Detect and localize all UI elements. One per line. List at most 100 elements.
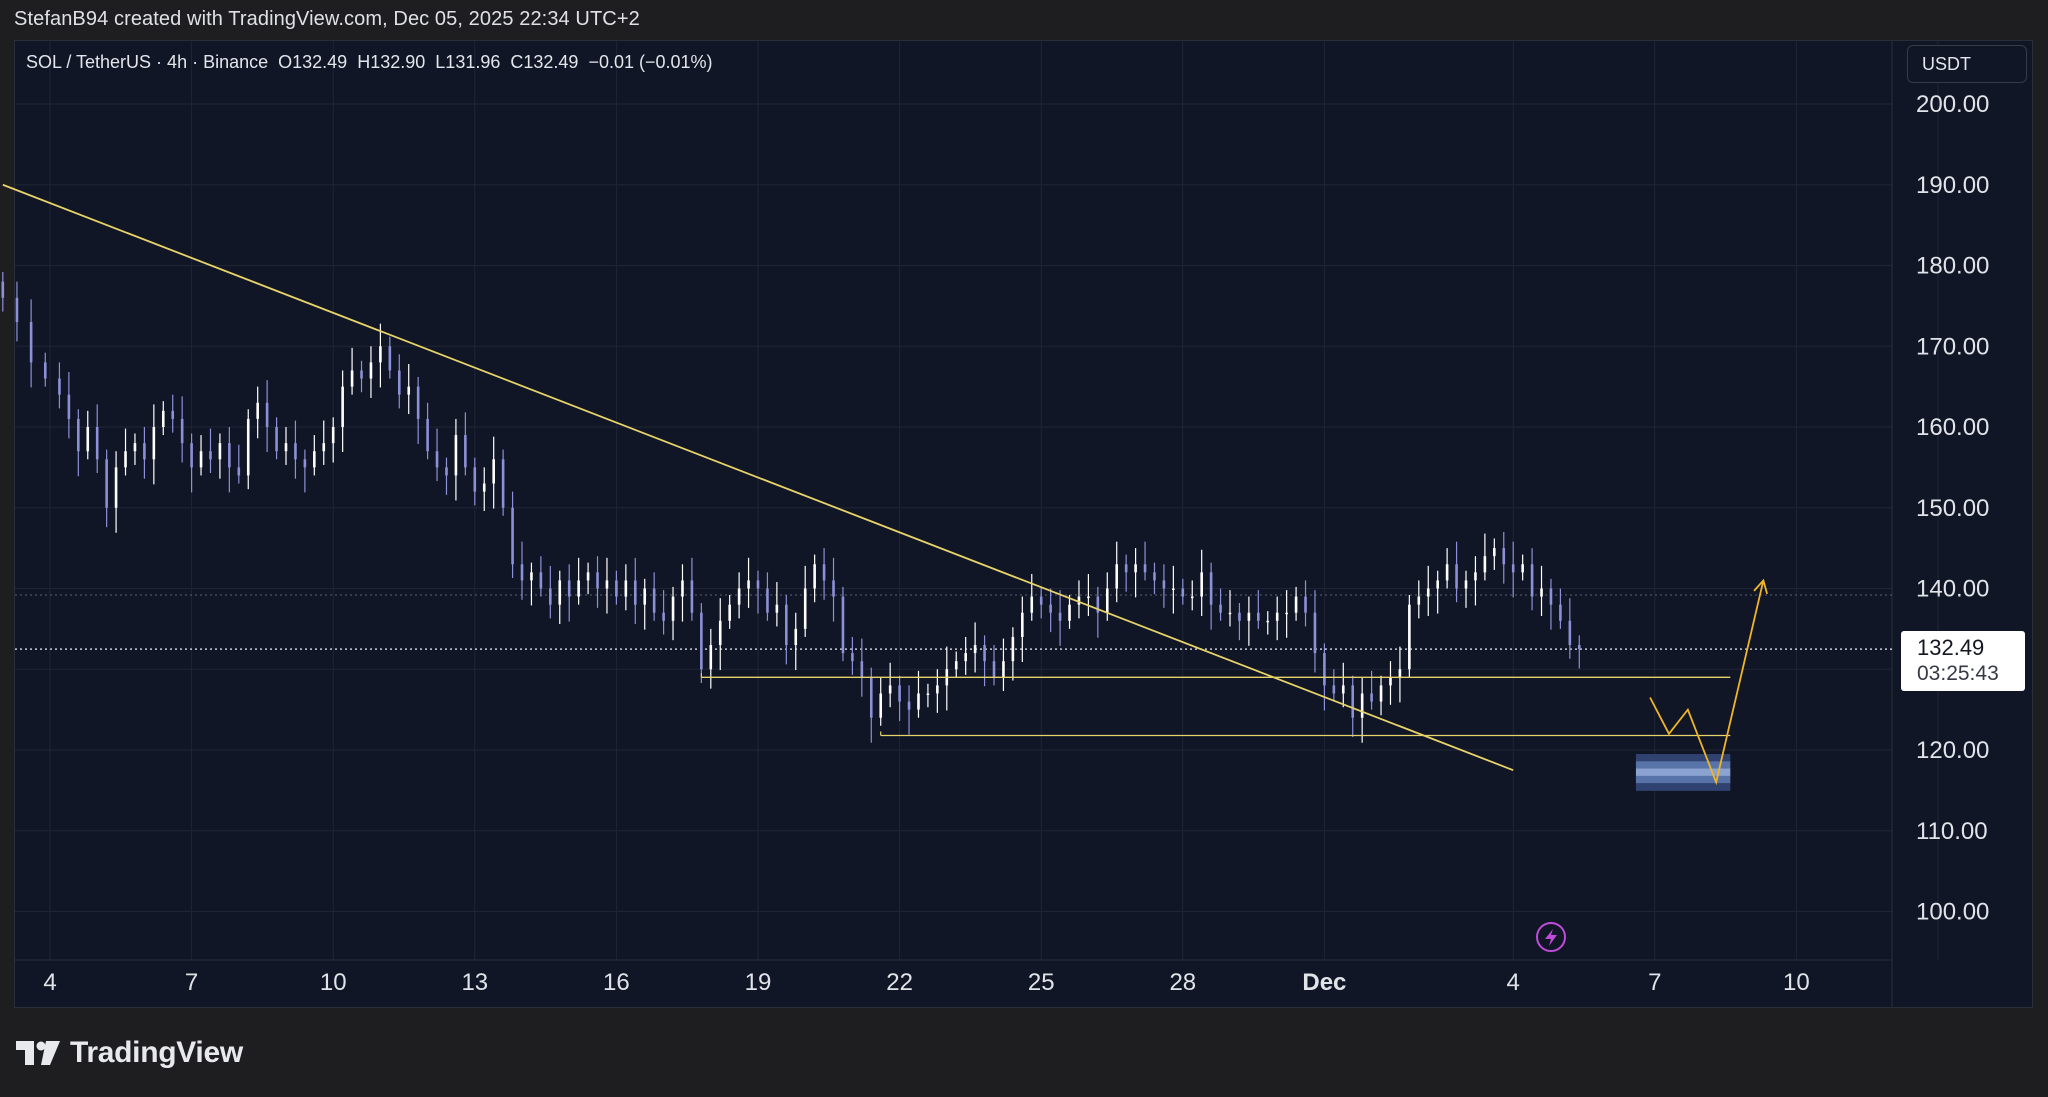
candle-body — [1266, 620, 1270, 623]
candle-body — [1341, 685, 1345, 694]
chart-credit: StefanB94 created with TradingView.com, … — [14, 8, 640, 30]
candle-body — [813, 564, 816, 589]
candle-body — [1408, 604, 1411, 670]
projection-arrow-head — [1753, 578, 1768, 595]
candle-body — [1511, 564, 1515, 573]
candle-body — [747, 580, 750, 589]
candle-body — [1021, 612, 1024, 637]
candle-body — [1228, 612, 1232, 615]
x-tick-label: 25 — [1028, 969, 1055, 996]
target-zone-band — [1635, 783, 1731, 791]
last-price-value: 132.49 — [1917, 635, 1985, 660]
candle-body — [539, 572, 543, 589]
x-tick-label: 13 — [461, 969, 488, 996]
symbol-pair[interactable]: SOL / TetherUS · 4h · Binance — [26, 52, 269, 72]
candle-body — [171, 410, 175, 419]
candle-body — [1247, 612, 1251, 621]
candle-body — [124, 451, 127, 468]
candle-body — [737, 588, 741, 605]
candle-body — [1502, 548, 1506, 565]
candle-body — [1417, 596, 1421, 605]
candle-body — [1389, 677, 1392, 686]
candle-countdown: 03:25:43 — [1917, 662, 1999, 685]
candle-body — [1039, 596, 1043, 605]
candle-body — [794, 628, 798, 646]
candle-body — [1181, 588, 1185, 597]
x-tick-label: 7 — [1648, 969, 1661, 996]
lightning-icon[interactable] — [1536, 922, 1566, 952]
candle-body — [464, 435, 467, 468]
candle-body — [803, 588, 807, 629]
ohlc-change: −0.01 (−0.01%) — [588, 52, 713, 72]
candle-body — [1096, 596, 1100, 613]
candle-body — [1238, 612, 1241, 621]
x-tick-label: 10 — [1783, 969, 1810, 996]
y-tick-label: 170.00 — [1916, 333, 1989, 360]
chart-panel[interactable] — [14, 40, 2033, 1008]
candle-body — [1285, 612, 1288, 615]
candle-body — [1200, 572, 1203, 597]
candle-body — [1087, 596, 1090, 599]
candle-body — [860, 661, 864, 678]
candle-body — [1559, 604, 1562, 621]
candle-body — [1521, 564, 1524, 573]
candle-body — [331, 427, 335, 444]
x-tick-label: 19 — [745, 969, 772, 996]
candle-body — [209, 451, 212, 460]
candle-body — [700, 612, 703, 670]
candle-body — [350, 370, 354, 387]
candle-body — [633, 580, 637, 605]
candle-body — [77, 418, 80, 452]
candle-body — [180, 418, 184, 444]
candle-body — [728, 604, 731, 621]
candle-body — [58, 378, 61, 395]
tradingview-logo: TradingView — [16, 1036, 243, 1070]
candle-body — [218, 443, 222, 460]
candle-body — [1002, 661, 1005, 678]
candle-body — [199, 451, 203, 468]
target-zone-band — [1635, 754, 1731, 762]
candle-body — [1124, 564, 1128, 573]
candle-body — [718, 620, 722, 646]
candle-body — [1379, 685, 1383, 702]
candle-body — [397, 370, 401, 395]
y-tick-label: 140.00 — [1916, 576, 1989, 603]
candle-body — [577, 580, 580, 597]
candle-body — [1, 281, 5, 298]
candle-body — [681, 580, 684, 597]
candle-body — [482, 483, 486, 492]
candle-body — [86, 427, 90, 452]
candle-body — [1143, 564, 1147, 573]
candle-body — [15, 297, 19, 323]
candle-body — [926, 693, 930, 695]
candle-body — [1304, 596, 1307, 613]
candle-body — [992, 661, 996, 678]
candle-body — [426, 418, 429, 452]
ohlc-open: O132.49 — [278, 52, 348, 72]
time-axis-mask — [1893, 961, 2032, 1006]
candle-body — [152, 427, 156, 460]
candle-body — [643, 588, 647, 605]
candle-body — [662, 612, 665, 621]
candle-body — [1011, 636, 1015, 662]
candle-body — [369, 362, 373, 379]
candle-body — [605, 580, 609, 589]
candle-body — [454, 435, 458, 476]
candle-body — [228, 443, 231, 468]
candle-body — [284, 443, 288, 452]
candle-body — [322, 443, 326, 452]
candle-body — [1030, 596, 1034, 613]
candle-body — [756, 580, 760, 589]
candle-body — [709, 645, 713, 670]
x-tick-label: 22 — [886, 969, 913, 996]
candle-body — [1332, 685, 1336, 694]
candle-body — [1483, 556, 1487, 573]
currency-selector-button[interactable]: USDT — [1907, 45, 2027, 83]
candle-body — [596, 572, 599, 589]
x-tick-label: 16 — [603, 969, 630, 996]
candle-body — [1115, 564, 1119, 589]
candle-body — [907, 701, 911, 710]
x-tick-label: 4 — [1507, 969, 1520, 996]
candle-body — [1058, 612, 1062, 621]
